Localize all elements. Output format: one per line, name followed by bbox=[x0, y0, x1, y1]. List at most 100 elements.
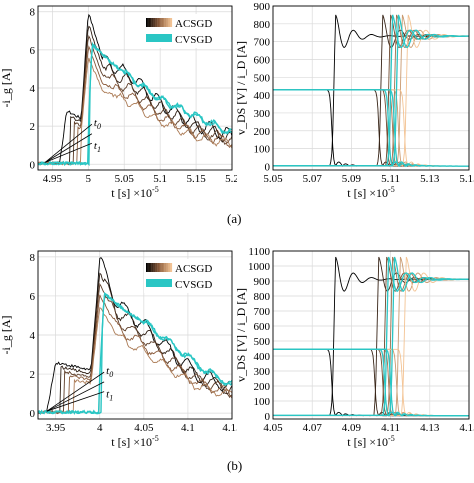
chart-b-left: 3.95 4 4.05 4.1 4.15 0 2 4 6 8 t0 t1 ACSGD CVSGD t [s]… bbox=[0, 250, 237, 449]
chart-a-left-legend-gradient-swatch bbox=[162, 18, 165, 27]
chart-a-left-ytick-label: 6 bbox=[30, 45, 36, 57]
chart-b-left-legend-gradient-swatch bbox=[164, 263, 166, 272]
chart-a-left-axes-box bbox=[37, 5, 233, 171]
chart-a-left-xlabel: t [s] ×10-5 bbox=[111, 185, 158, 200]
chart-b-left-annotation-line bbox=[46, 381, 105, 412]
chart-a-right-ytick-label: 0 bbox=[265, 161, 271, 173]
chart-a-left-legend-gradient-swatch bbox=[155, 18, 157, 27]
chart-b-left-annotation-t0: t0 bbox=[106, 365, 113, 379]
caption-a: (a) bbox=[227, 211, 242, 226]
chart-a-left-legend-gradient-swatch bbox=[160, 18, 162, 27]
acsgd-trace bbox=[38, 282, 233, 414]
chart-a-right-ytick-label: 900 bbox=[254, 1, 271, 13]
chart-b-left-ytick-label: 0 bbox=[30, 408, 36, 420]
chart-a-right-ytick-label: 200 bbox=[254, 126, 271, 138]
chart-a-left-legend-cyan-swatch bbox=[146, 34, 172, 42]
chart-a-left-series-group bbox=[37, 13, 233, 167]
chart-a-left-legend-gradient-swatch bbox=[156, 18, 158, 27]
chart-b-left-annotations: t0 t1 bbox=[46, 365, 113, 412]
chart-b-right-axes-box bbox=[272, 250, 470, 420]
chart-a-left-annotation-t0: t0 bbox=[94, 117, 101, 131]
chart-b-left-ytick-label: 6 bbox=[30, 291, 36, 303]
chart-a-right-ytick-label: 700 bbox=[254, 37, 271, 49]
chart-a-left-legend-gradient-swatch bbox=[170, 18, 173, 27]
chart-b-right-xtick-label: 4.13 bbox=[420, 422, 440, 434]
chart-a-left-legend-gradient-swatch bbox=[151, 18, 153, 27]
chart-b-right-ytick-label: 1000 bbox=[248, 261, 271, 273]
chart-b-left-ytick-label: 2 bbox=[30, 369, 36, 381]
chart-a-left-xtick-label: 5.2 bbox=[225, 173, 237, 185]
chart-b-right-ytick-label: 1100 bbox=[248, 246, 270, 258]
chart-b-left-xtick-label: 4.15 bbox=[222, 422, 237, 434]
chart-a-left-xtick-label: 5 bbox=[86, 173, 92, 185]
chart-a-right-xtick-label: 5.13 bbox=[420, 173, 440, 185]
chart-a-left-annotations: t0 t1 bbox=[44, 117, 101, 163]
chart-a-left-legend-gradient-swatch bbox=[146, 18, 148, 27]
chart-a-right-ytick-label: 600 bbox=[254, 54, 271, 66]
chart-b-left-ytick-label: 4 bbox=[30, 330, 36, 342]
chart-a-left-legend-gradient-swatch bbox=[153, 18, 156, 27]
chart-b-right: 4.05 4.07 4.09 4.11 4.13 4.15 0 100 200 300 400 500… bbox=[237, 246, 474, 449]
chart-a-left-ytick-label: 8 bbox=[30, 7, 36, 19]
chart-a-left-ytick-label: 4 bbox=[30, 83, 36, 95]
chart-b-left-legend-gradient-swatch bbox=[162, 263, 165, 272]
chart-a-left-legend-gradient-swatch bbox=[166, 18, 169, 27]
chart-a-left-annotation-t1: t1 bbox=[94, 140, 101, 154]
cvsgd-id-trace bbox=[273, 89, 469, 168]
chart-b-right-ytick-label: 700 bbox=[254, 306, 271, 318]
cvsgd-trace bbox=[37, 43, 232, 167]
chart-b-left-legend-gradient-swatch bbox=[151, 263, 153, 272]
chart-b-right-ytick-label: 200 bbox=[254, 381, 271, 393]
chart-a-left-legend-acsgd: ACSGD bbox=[175, 18, 212, 30]
chart-a-left-annotation-line bbox=[44, 123, 93, 163]
chart-a-left-legend-gradient-swatch bbox=[164, 18, 166, 27]
chart-a-right-plot-area bbox=[273, 6, 469, 170]
chart-b-left-legend-gradient-swatch bbox=[155, 263, 157, 272]
chart-b-left-ylabel: -i_g [A] bbox=[0, 316, 13, 355]
chart-a-left-xtick-label: 5.15 bbox=[186, 173, 206, 185]
chart-a-right-xtick-label: 5.05 bbox=[263, 173, 283, 185]
chart-a-left-annotation-line bbox=[44, 133, 93, 163]
chart-a-left-legend-gradient-swatch bbox=[152, 18, 154, 27]
chart-b-right-ytick-label: 300 bbox=[254, 366, 271, 378]
chart-a-left-legend-gradient-swatch bbox=[168, 18, 170, 27]
chart-b-right-ytick-label: 600 bbox=[254, 321, 271, 333]
chart-b-left-legend-gradient-swatch bbox=[152, 263, 154, 272]
chart-a-right-xtick-label: 5.11 bbox=[381, 173, 400, 185]
chart-b-left-legend-gradient-swatch bbox=[165, 263, 167, 272]
chart-b-right-ytick-label: 100 bbox=[254, 396, 271, 408]
chart-b-left-legend-gradient-swatch bbox=[149, 263, 152, 272]
chart-a-left-ytick-label: 0 bbox=[30, 159, 36, 171]
chart-b-right-xlabel: t [s] ×10-5 bbox=[347, 434, 394, 449]
chart-a-left-legend-gradient-swatch bbox=[148, 18, 150, 27]
chart-a-left-legend-gradient-swatch bbox=[149, 18, 152, 27]
caption-b: (b) bbox=[227, 458, 243, 473]
cvsgd-trace bbox=[37, 291, 233, 416]
chart-b-right-ytick-label: 900 bbox=[254, 276, 271, 288]
chart-b-left-xtick-label: 4.1 bbox=[181, 422, 195, 434]
chart-b-left-annotation-line bbox=[46, 391, 105, 412]
cvsgd-vds-trace bbox=[273, 256, 469, 417]
chart-a-right-ytick-label: 100 bbox=[254, 144, 271, 156]
chart-b-left-legend-gradient-swatch bbox=[147, 263, 149, 272]
chart-a-left-legend-cvsgd: CVSGD bbox=[175, 34, 212, 46]
chart-b-right-xtick-label: 4.05 bbox=[263, 422, 283, 434]
chart-b-left-legend-gradient-swatch bbox=[146, 263, 148, 272]
chart-b-right-xtick-label: 4.09 bbox=[342, 422, 362, 434]
chart-b-left-ytick-label: 8 bbox=[30, 252, 36, 264]
chart-b-left-legend-acsgd: ACSGD bbox=[175, 263, 212, 275]
chart-a-right-ylabel: v_DS [V] / i_D [A] bbox=[237, 41, 248, 135]
chart-a-left-legend-gradient-swatch bbox=[159, 18, 161, 27]
chart-b-left-xtick-label: 4.05 bbox=[134, 422, 154, 434]
chart-b-right-xtick-label: 4.07 bbox=[303, 422, 323, 434]
chart-a-left-legend: ACSGD CVSGD bbox=[144, 14, 228, 48]
chart-a-left: 4.95 5 5.05 5.1 5.15 5.2 0 2 4 6 8 t0 t1 ACSGD CVSGD t … bbox=[0, 5, 237, 200]
chart-b-left-legend-gradient-swatch bbox=[169, 263, 171, 272]
chart-a-right-ytick-label: 500 bbox=[254, 72, 271, 84]
chart-a-left-legend-gradient-swatch bbox=[165, 18, 167, 27]
chart-b-left-legend-gradient-swatch bbox=[166, 263, 169, 272]
chart-b-left-legend-gradient-swatch bbox=[159, 263, 161, 272]
chart-b-left-legend-cyan-swatch bbox=[146, 279, 172, 287]
chart-b-left-annotation-t1: t1 bbox=[106, 389, 113, 403]
chart-b-right-ytick-label: 800 bbox=[254, 291, 271, 303]
